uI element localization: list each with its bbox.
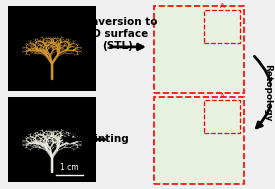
Text: 1 cm: 1 cm [60, 163, 79, 173]
FancyBboxPatch shape [154, 6, 244, 93]
Text: A: A [219, 3, 224, 9]
Text: Conversion to
3D surface
(STL): Conversion to 3D surface (STL) [76, 17, 158, 50]
FancyBboxPatch shape [8, 97, 96, 182]
Text: 3D Printing: 3D Printing [62, 135, 129, 144]
Text: μCT Angiography and
Volumetric Extraction: μCT Angiography and Volumetric Extractio… [10, 99, 94, 118]
FancyBboxPatch shape [154, 97, 244, 184]
FancyArrowPatch shape [254, 56, 273, 128]
Text: Retopology: Retopology [263, 64, 272, 122]
Text: A: A [219, 93, 224, 99]
FancyBboxPatch shape [8, 6, 96, 91]
